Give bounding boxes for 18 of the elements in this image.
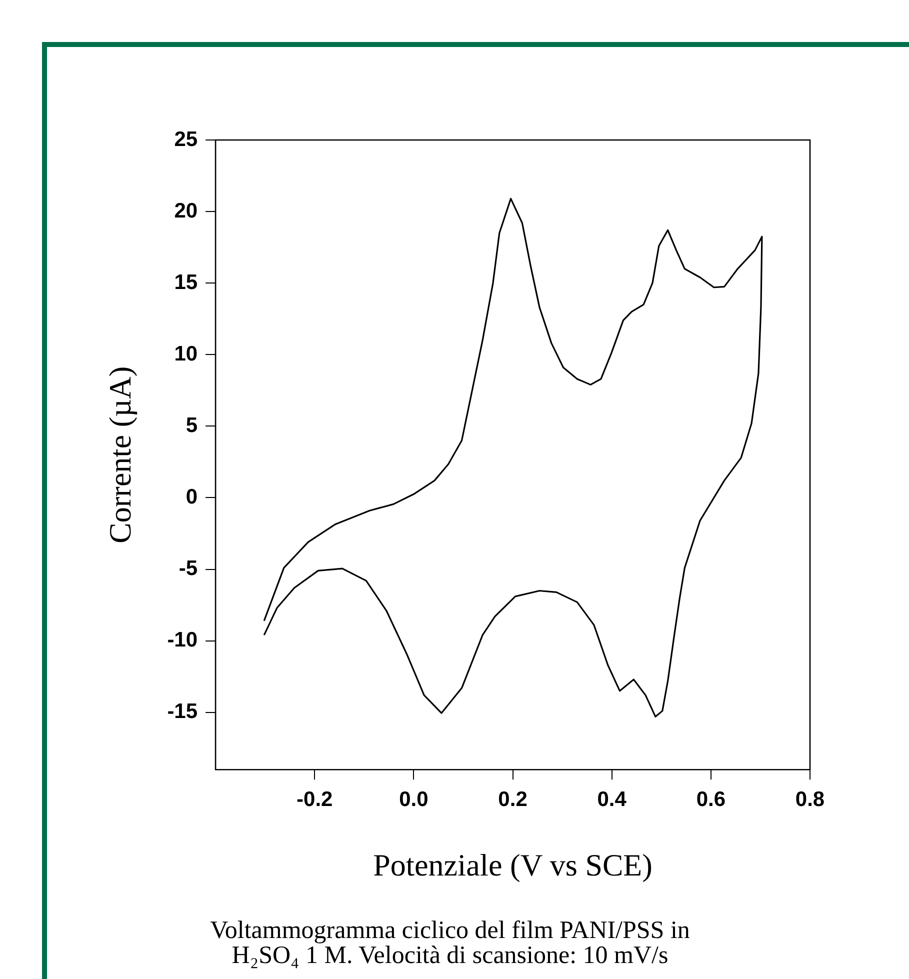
x-tick-label: 0.8 (795, 788, 825, 811)
y-tick-label: 15 (174, 270, 198, 294)
x-tick-label: 0.4 (597, 788, 627, 811)
y-axis-title: Corrente (µA) (102, 366, 138, 544)
y-tick-label: -15 (167, 700, 198, 724)
y-tick-label: 20 (174, 199, 198, 222)
y-tick-label: 25 (174, 128, 198, 151)
y-tick-label: -5 (178, 557, 198, 580)
y-tick-label: 0 (186, 486, 198, 509)
x-tick-label: 0.2 (498, 788, 528, 811)
x-axis-title: Potenziale (V vs SCE) (373, 848, 652, 883)
x-tick-label: 0.6 (696, 788, 726, 811)
x-tick-label: -0.2 (296, 788, 333, 811)
text: Voltammogramma ciclico del film PANI/PSS in H₂SO₄ 1 M. Velocità di scansione: 10 mV/s (209, 917, 691, 969)
y-tick-label: 5 (186, 414, 198, 437)
y-tick-label: -10 (167, 628, 198, 652)
x-tick-label: 0.0 (399, 788, 428, 811)
y-tick-label: 10 (174, 342, 198, 366)
